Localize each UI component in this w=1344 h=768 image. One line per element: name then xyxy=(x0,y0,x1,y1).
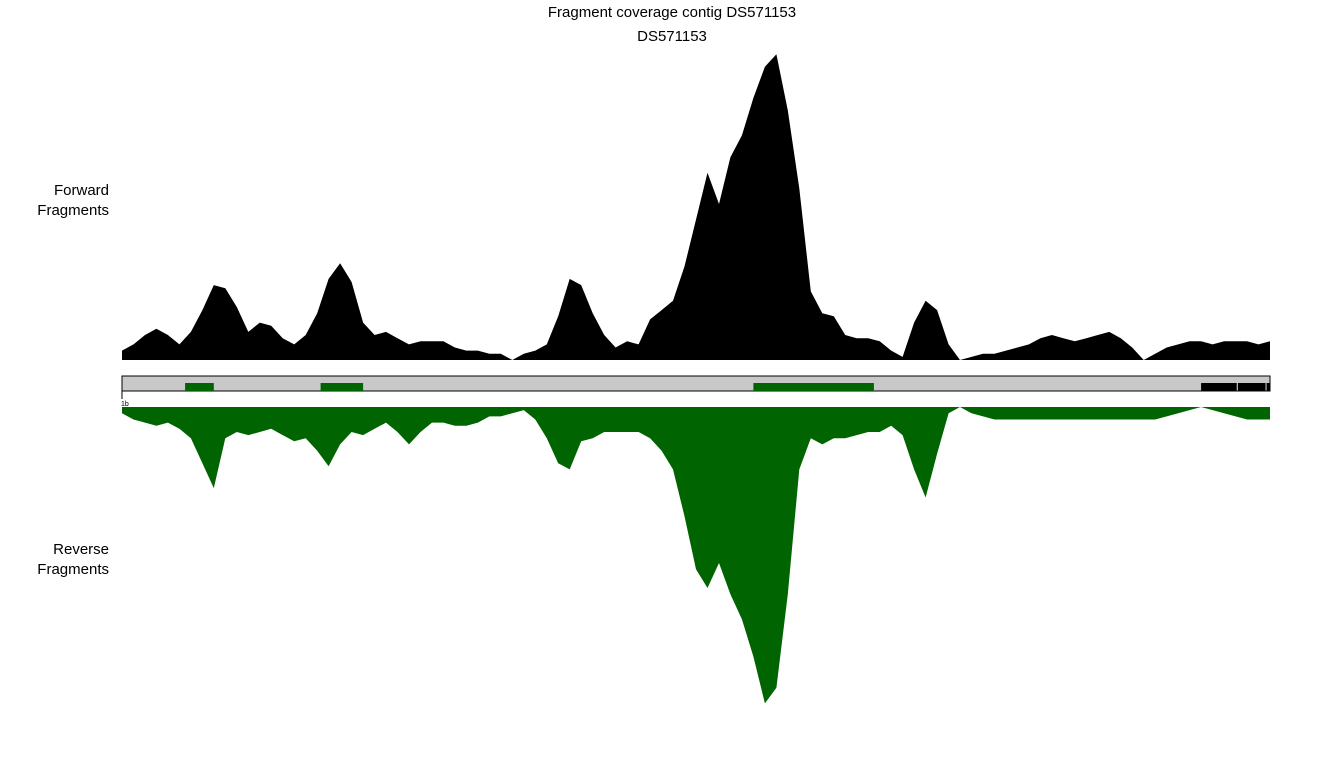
contig-track: 1b xyxy=(121,375,1271,408)
feature-track xyxy=(185,383,1270,391)
forward-label-line1: Forward xyxy=(53,182,109,199)
chart-title: Fragment coverage contig DS571153 xyxy=(547,4,797,21)
forward-coverage-area xyxy=(122,54,1270,360)
reverse-label-line1: Reverse xyxy=(53,541,109,558)
contig-bar xyxy=(121,375,1271,392)
feature-block-2 xyxy=(320,383,364,391)
feature-block-6 xyxy=(1266,383,1270,391)
forward-track-label: Forward Fragments xyxy=(37,181,109,221)
reverse-coverage-track xyxy=(122,407,1270,704)
feature-block-1 xyxy=(185,383,214,391)
chart-subtitle: DS571153 xyxy=(637,28,707,45)
axis-tick-label: 1b xyxy=(121,401,129,408)
forward-coverage-track xyxy=(122,54,1270,360)
feature-block-5 xyxy=(1237,383,1266,391)
feature-block-4 xyxy=(1201,383,1237,391)
reverse-coverage-area xyxy=(122,407,1270,704)
reverse-track-label: Reverse Fragments xyxy=(37,540,109,580)
reverse-label-line2: Fragments xyxy=(37,561,109,578)
feature-block-3 xyxy=(753,383,874,391)
forward-label-line2: Fragments xyxy=(37,202,109,219)
